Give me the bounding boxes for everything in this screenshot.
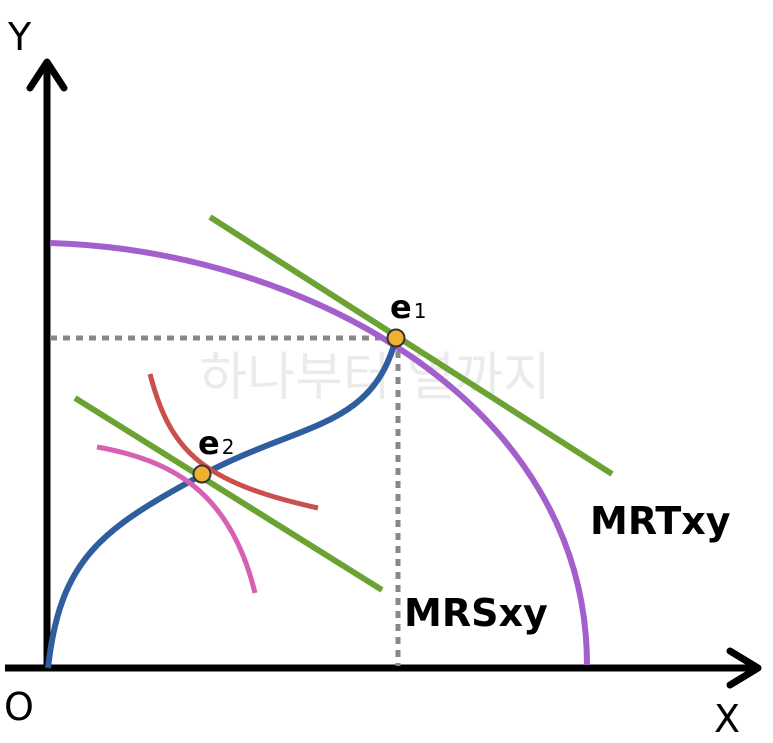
red-curve xyxy=(147,373,319,511)
x-axis-label: X xyxy=(714,697,740,741)
y-axis-label: Y xyxy=(7,15,32,59)
point xyxy=(192,464,212,484)
y-arrow xyxy=(26,58,68,92)
curve-label: MRSxy xyxy=(404,591,548,635)
point-label-sub: 1 xyxy=(414,299,427,323)
point-label-base: e xyxy=(198,424,220,462)
ppf-curve xyxy=(49,240,590,666)
tangent-line xyxy=(73,395,384,593)
point-label-base: e xyxy=(390,288,412,326)
pink-curve xyxy=(96,444,258,594)
origin-label: O xyxy=(4,685,34,729)
point-label-sub: 2 xyxy=(222,435,235,459)
tangent-line xyxy=(208,214,614,477)
point xyxy=(386,328,406,348)
curve-label: MRTxy xyxy=(590,499,731,543)
x-arrow xyxy=(726,647,762,689)
